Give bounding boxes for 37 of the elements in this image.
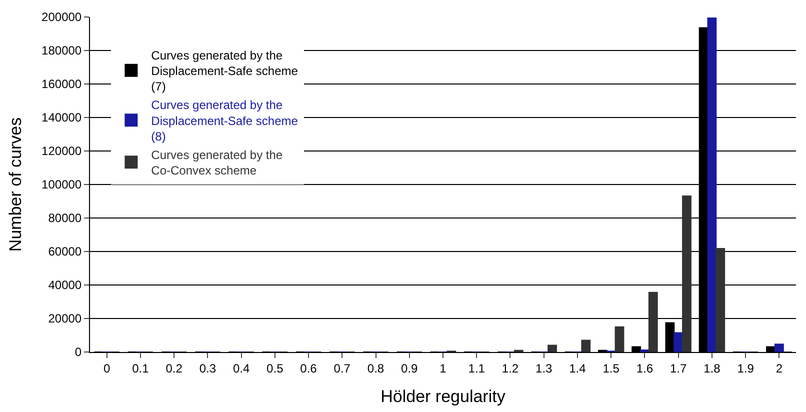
x-tick-label: 1.3 (536, 361, 553, 376)
x-tick-label: 1.2 (502, 361, 519, 376)
y-tick-label: 160000 (42, 77, 82, 92)
x-tick-label: 0.3 (199, 361, 216, 376)
y-tick-label: 140000 (42, 110, 82, 125)
y-tick-label: 200000 (42, 10, 82, 24)
y-tick-label: 80000 (48, 211, 82, 226)
x-tick-label: 1.9 (737, 361, 754, 376)
legend-label: Curves generated by the Co-Convex scheme (151, 148, 283, 178)
y-tick-label: 180000 (42, 44, 82, 58)
x-tick-label: 0.8 (367, 361, 384, 376)
x-tick-label: 1.8 (704, 361, 721, 376)
x-tick-label: 0.7 (334, 361, 351, 376)
y-tick-label: 60000 (48, 244, 82, 259)
y-axis-title: Number of curves (6, 117, 26, 252)
legend-label: Curves generated by the Displacement-Safe scheme (8) (151, 98, 298, 144)
legend-label: Curves generated by the Displacement-Safe scheme (7) (151, 48, 298, 94)
x-axis-title: Hölder regularity (380, 386, 506, 406)
x-tick-label: 0.2 (166, 361, 183, 376)
x-tick-label: 1.6 (636, 361, 654, 376)
x-tick-label: 1 (440, 361, 447, 376)
x-tick-label: 1.4 (569, 361, 586, 376)
y-tick-label: 100000 (42, 178, 82, 192)
x-tick-label: 0.1 (132, 361, 150, 376)
x-tick-label: 1.7 (670, 361, 687, 376)
x-tick-label: 0.9 (401, 361, 418, 376)
y-tick-label: 20000 (48, 312, 82, 326)
x-tick-label: 0.4 (232, 361, 250, 376)
x-tick-label: 2 (776, 361, 783, 376)
y-tick-label: 0 (74, 345, 82, 360)
x-tick-label: 1.5 (602, 361, 620, 376)
y-tick-label: 40000 (48, 278, 82, 292)
x-tick-label: 0 (103, 361, 110, 376)
y-tick-label: 120000 (42, 144, 82, 158)
x-tick-label: 0.5 (266, 361, 284, 376)
x-tick-label: 0.6 (300, 361, 318, 376)
x-tick-label: 1.1 (468, 361, 486, 376)
